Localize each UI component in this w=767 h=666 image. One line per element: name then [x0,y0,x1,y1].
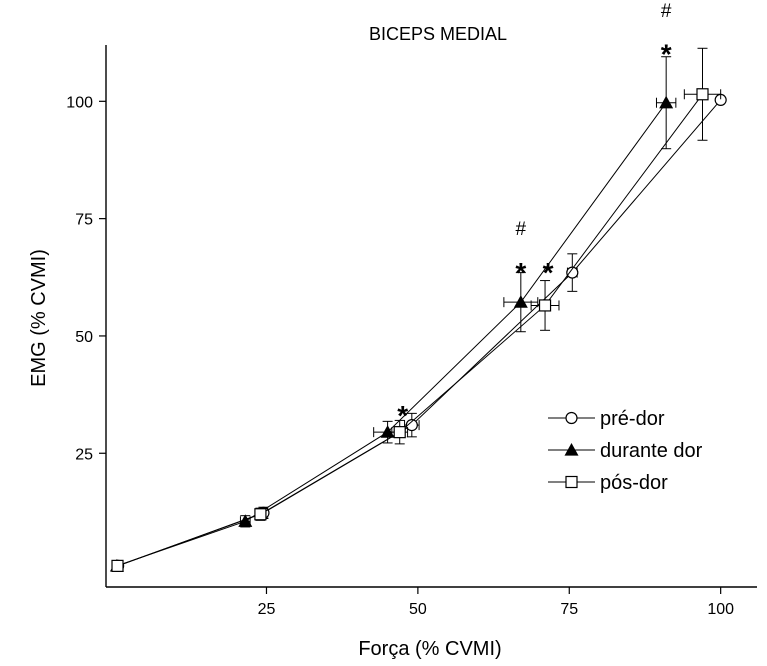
data-point [566,266,579,279]
annotation-mark: # [516,219,527,240]
legend: pré-dor durante dor pós-dor [548,408,703,494]
data-point [111,559,124,572]
series-line [117,99,722,567]
legend-marker [565,411,578,425]
y-axis-label: EMG (% CVMI) [28,249,50,387]
plot-area [109,47,727,572]
annotation-mark: * [543,257,554,288]
x-tick-label: 50 [409,601,427,618]
series-1 [109,56,677,572]
y-tick-label: 100 [66,94,93,111]
y-tick-label: 50 [75,329,93,346]
series-line [117,93,703,567]
data-point [393,426,406,439]
data-point [254,508,267,521]
x-tick-label: 100 [707,601,734,618]
data-point [513,295,528,308]
series-2 [111,47,722,572]
x-tick-label: 25 [258,601,276,618]
y-tick-label: 25 [75,446,93,463]
annotation-mark: * [397,400,408,431]
annotation-mark: * [661,39,672,70]
annotation-mark: * [515,257,526,288]
significance-annotations: * * # * * # [397,1,672,431]
legend-label: pós-dor [600,472,668,494]
data-point [238,514,253,527]
data-point [380,425,395,438]
chart-title: BICEPS MEDIAL [369,24,507,44]
x-axis-label: Força (% CVMI) [358,638,501,660]
legend-label: pré-dor [600,408,665,430]
data-point [538,299,552,312]
legend-marker [565,475,578,489]
data-point [405,419,418,432]
axis-ticks: 25 50 75 100 25 50 75 100 [66,94,734,618]
y-tick-label: 75 [75,212,93,229]
series-line [116,102,667,567]
series-0 [112,93,727,572]
legend-marker [564,443,579,456]
x-tick-label: 75 [560,601,578,618]
data-point [659,95,674,109]
annotation-mark: # [661,1,672,22]
legend-label: durante dor [600,440,703,462]
data-point [696,88,709,101]
